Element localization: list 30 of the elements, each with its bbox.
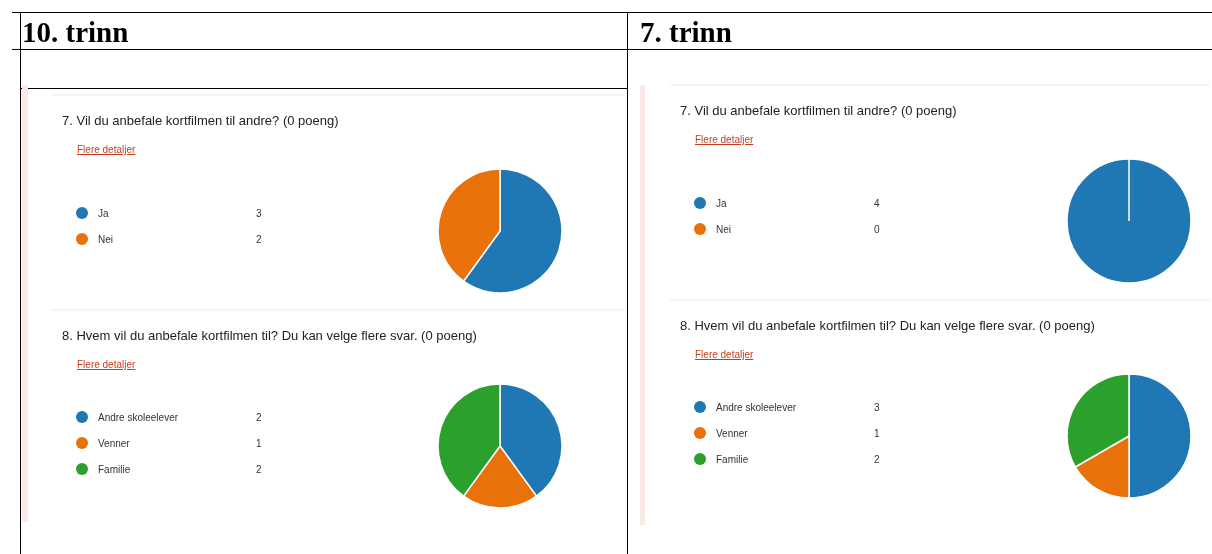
data-label: 2 [256,234,262,245]
legend-label: Familie [98,464,131,475]
chart-title: 8. Hvem vil du anbefale kortfilmen til? Du kan velge flere svar. (0 poeng) [62,328,477,343]
data-label: 1 [256,438,262,449]
chart-title: 7. Vil du anbefale kortfilmen til andre? (0 poeng) [62,113,339,128]
data-label: 2 [256,464,262,475]
text: Flere detaljer [77,144,137,155]
legend-label: Nei [98,234,114,245]
text: 0 [874,224,880,235]
text: Flere detaljer [695,134,755,145]
legend-label: Andre skoleelever [716,402,797,413]
data-label: 4 [874,198,880,209]
legend-label: Ja [98,208,109,219]
legend-label: Familie [716,454,749,465]
legend-label: Andre skoleelever [98,412,179,423]
data-label: 3 [256,208,262,219]
legend-label: Ja [716,198,727,209]
legend-label: Venner [716,428,749,439]
legend-label: Venner [98,438,131,449]
text: Flere detaljer [77,359,137,370]
chart-title: 7. Vil du anbefale kortfilmen til andre? (0 poeng) [680,103,957,118]
chart-title: 8. Hvem vil du anbefale kortfilmen til? Du kan velge flere svar. (0 poeng) [680,318,1095,333]
text: 10. trinn [22,16,129,48]
data-label: 2 [256,412,262,423]
data-label: 3 [874,402,880,413]
data-label: 1 [874,428,880,439]
text: Flere detaljer [695,349,755,360]
data-label: 2 [874,454,880,465]
legend-label: Nei [716,224,732,235]
text: 7. trinn [640,16,732,48]
